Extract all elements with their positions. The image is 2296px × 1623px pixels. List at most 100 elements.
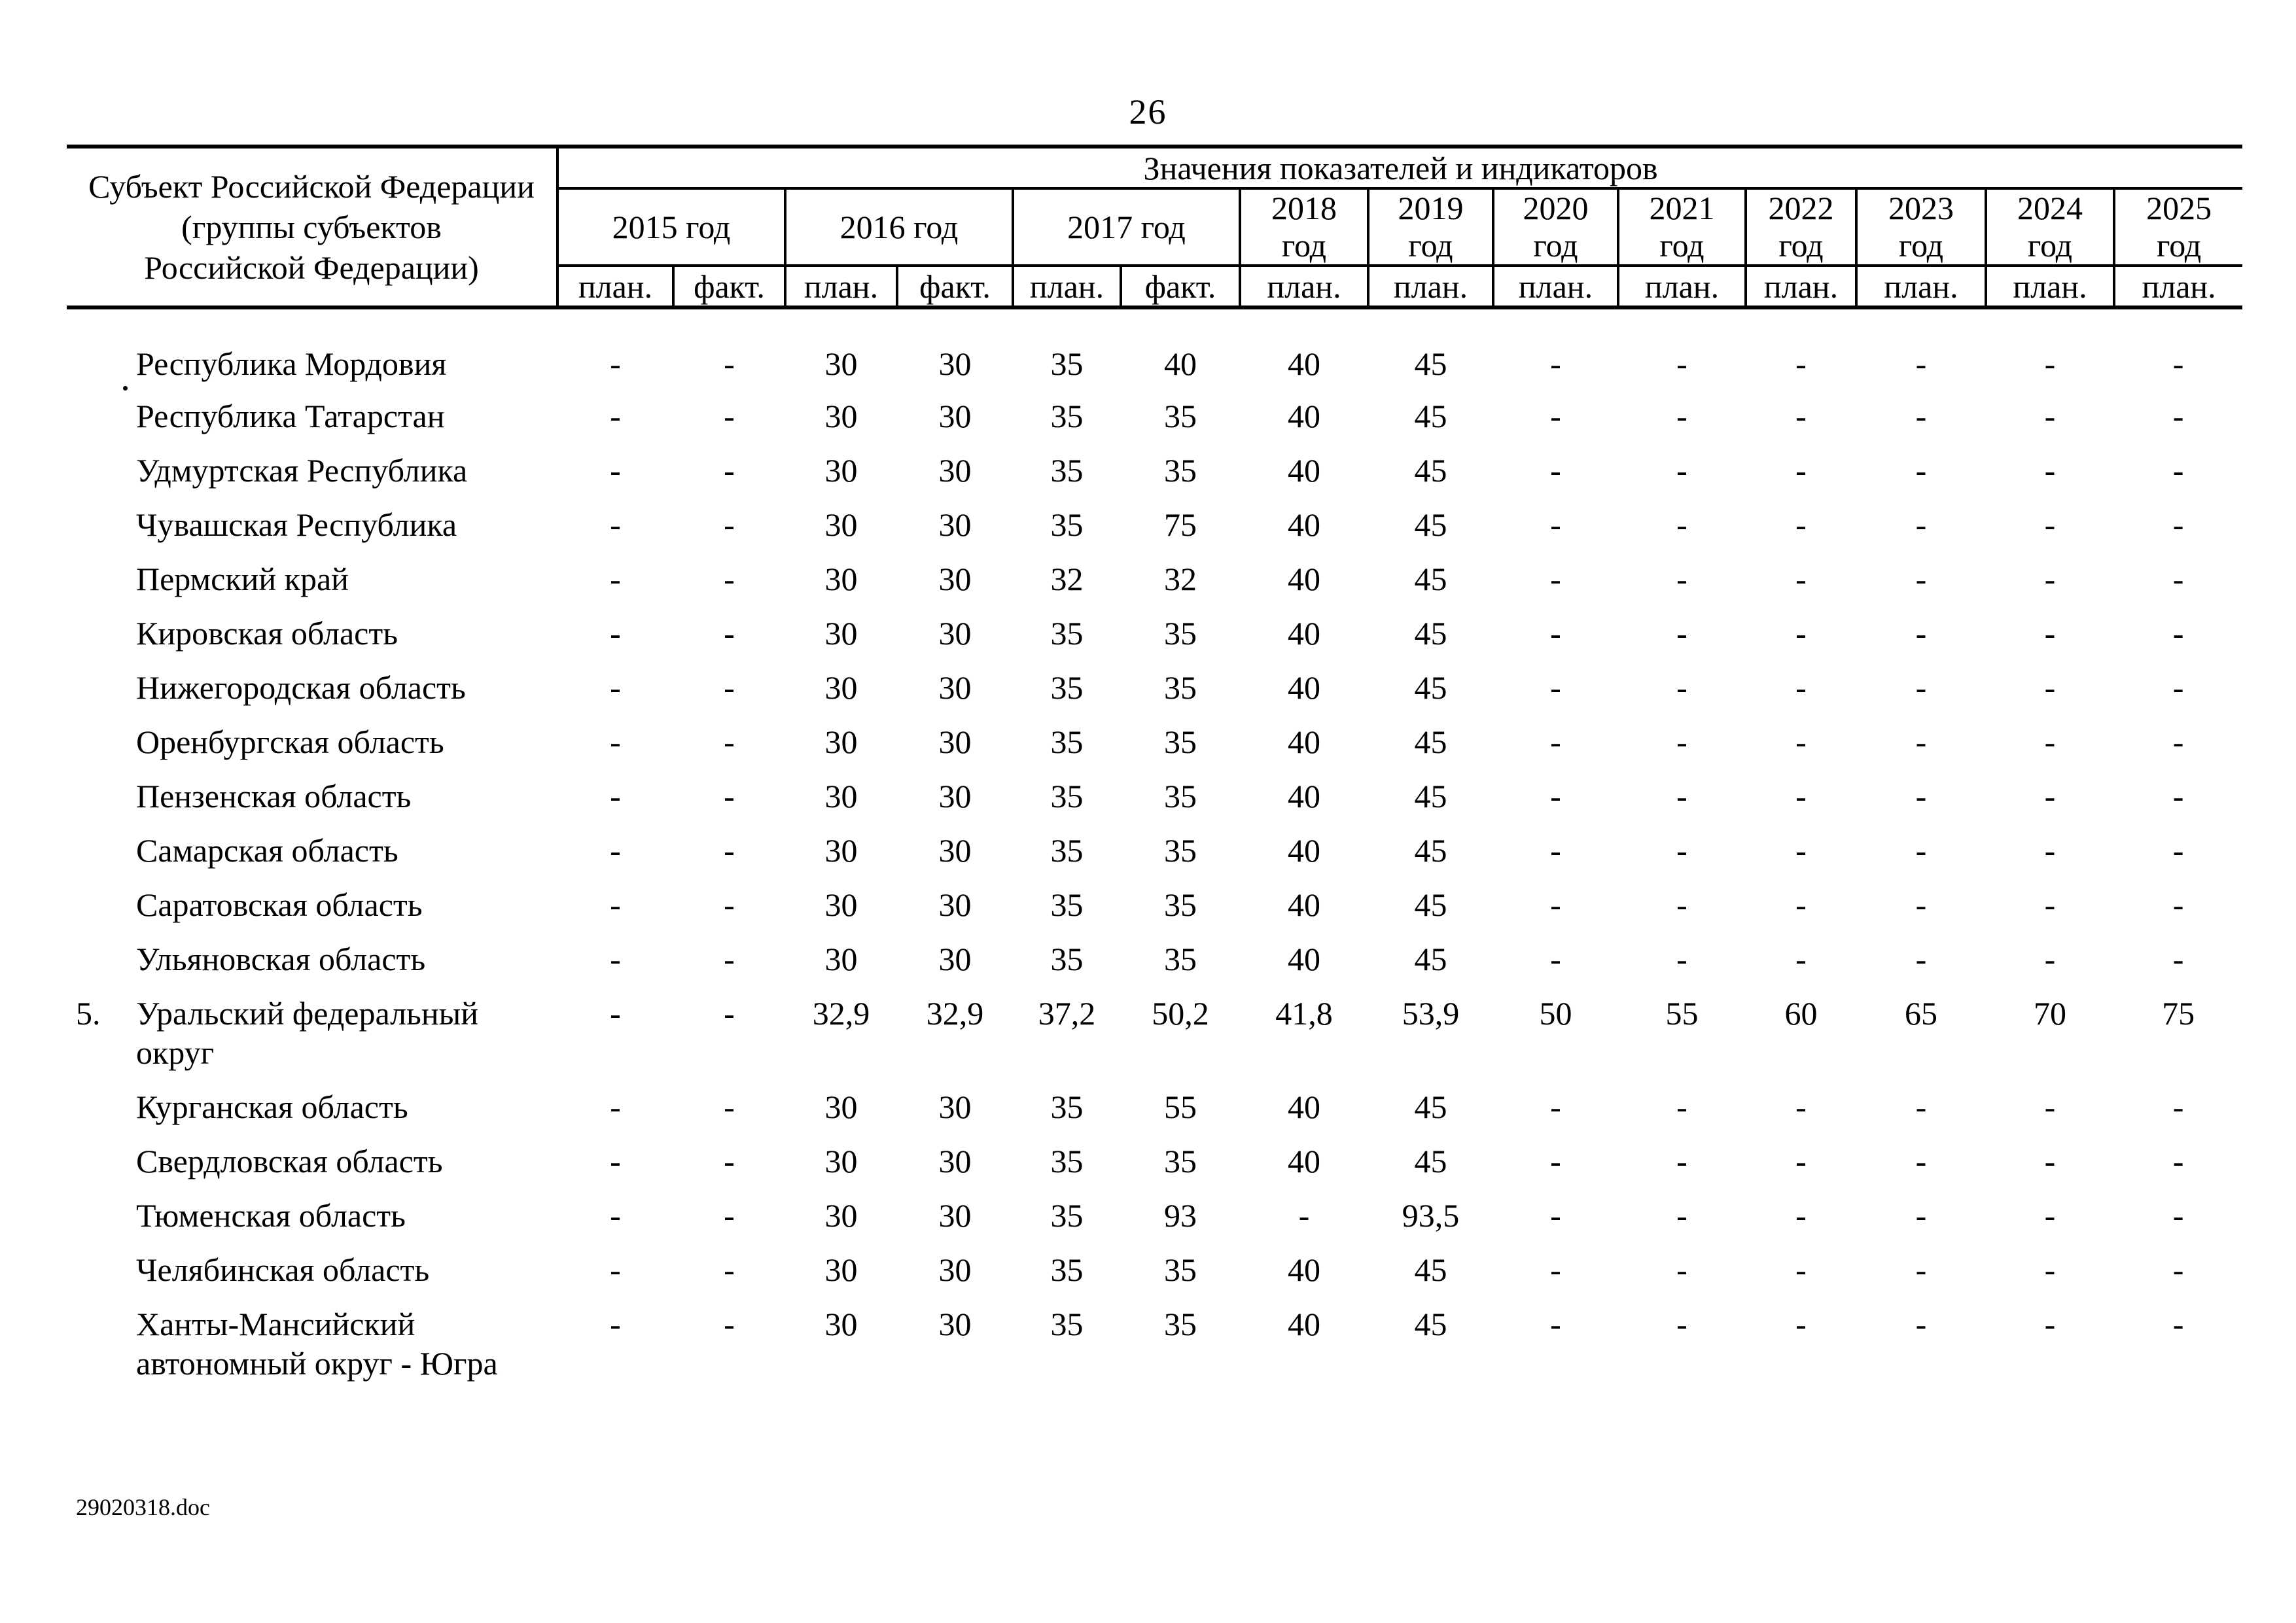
value-cell: - <box>1795 1089 1807 1125</box>
value-cell: - <box>2172 1197 2184 1234</box>
value-cell: - <box>610 995 621 1032</box>
value-cell: 35 <box>1050 1143 1084 1179</box>
table-body: Республика Мордовия - -30 30 35 40 40 45- - - - - - Р… <box>67 307 2242 1390</box>
table-row: Пермский край - - 30 30 32 32 40 45 - - - - - - <box>67 551 2242 606</box>
year-header-2015: 2015 год <box>556 188 785 267</box>
value-cell: 40 <box>1288 398 1320 434</box>
value-cell: 35 <box>1164 1306 1197 1342</box>
value-cell: - <box>1915 452 1927 489</box>
value-cell: - <box>1676 1306 1687 1342</box>
value-cell: - <box>724 506 735 543</box>
region-name: Тюменская область <box>136 1197 406 1234</box>
value-cell: 30 <box>824 886 858 923</box>
value-cell: - <box>724 995 735 1032</box>
value-cell: 30 <box>824 398 858 434</box>
plan-subheader: план. <box>1617 266 1746 309</box>
value-cell: 35 <box>1164 398 1197 434</box>
plan-subheader: план. <box>784 266 897 309</box>
value-cell: - <box>2044 615 2056 652</box>
value-cell: 30 <box>938 345 972 382</box>
value-cell: 37,2 <box>1038 995 1096 1032</box>
table-row: Ханты-Мансийский автономный округ - Югра… <box>67 1297 2242 1390</box>
year-header-2020: 2020 год <box>1492 188 1618 267</box>
year-header-2016: 2016 год <box>784 188 1013 267</box>
plan-subheader: план. <box>1492 266 1618 309</box>
value-cell: 30 <box>938 1306 972 1342</box>
indicators-table: Субъект Российской Федерации (группы суб… <box>67 145 2243 1390</box>
value-cell: 45 <box>1414 452 1447 489</box>
value-cell: - <box>1550 669 1561 706</box>
value-cell: 30 <box>938 941 972 977</box>
value-cell: 40 <box>1288 615 1320 652</box>
value-cell: - <box>724 345 735 382</box>
value-cell: - <box>1795 1251 1807 1288</box>
value-cell: - <box>724 1197 735 1234</box>
value-cell: - <box>1676 669 1687 706</box>
value-cell: 30 <box>938 832 972 869</box>
value-cell: - <box>2172 832 2184 869</box>
page-number: 26 <box>1129 92 1167 131</box>
value-cell: - <box>724 778 735 814</box>
value-cell: - <box>1676 778 1687 814</box>
value-cell: 40 <box>1288 1306 1320 1342</box>
value-cell: - <box>610 941 621 977</box>
value-cell: 55 <box>1665 995 1699 1032</box>
value-cell: - <box>2172 398 2184 434</box>
value-cell: - <box>1795 1197 1807 1234</box>
table-row: Тюменская область - - 30 30 35 93 - 93,5 - - - - - - <box>67 1188 2242 1242</box>
value-cell: 40 <box>1288 452 1320 489</box>
value-cell: 35 <box>1050 506 1084 543</box>
header-row-top: Субъект Российской Федерации (группы суб… <box>67 145 2243 309</box>
value-cell: - <box>1795 506 1807 543</box>
value-cell: 45 <box>1414 1089 1447 1125</box>
value-cell: - <box>1676 832 1687 869</box>
value-cell: - <box>1550 1306 1561 1342</box>
region-name-cell: Самарская область <box>67 823 557 877</box>
value-cell: - <box>1915 561 1927 597</box>
value-cell: 40 <box>1288 1251 1320 1288</box>
table-header: Субъект Российской Федерации (группы суб… <box>67 145 2243 309</box>
value-cell: - <box>2172 778 2184 814</box>
value-cell: 35 <box>1164 832 1197 869</box>
value-cell: 30 <box>938 669 972 706</box>
region-name-cell: Удмуртская Республика <box>67 443 557 497</box>
value-cell: 70 <box>2034 995 2066 1032</box>
value-cell: - <box>1298 1197 1310 1234</box>
value-cell: - <box>610 506 621 543</box>
values-column-header: Значения показателей и индикаторов <box>557 145 2243 190</box>
region-name-cell: Нижегородская область <box>67 660 557 714</box>
value-cell: - <box>1915 1306 1927 1342</box>
value-cell: - <box>1676 345 1687 382</box>
value-cell: 32,9 <box>926 995 984 1032</box>
value-cell: 30 <box>938 561 972 597</box>
value-cell: - <box>2044 724 2056 760</box>
fact-subheader: факт. <box>896 266 1013 309</box>
value-cell: - <box>1550 1143 1561 1179</box>
value-cell: - <box>2044 452 2056 489</box>
value-cell: 45 <box>1414 724 1447 760</box>
scan-speck <box>123 386 128 391</box>
value-cell: - <box>1550 452 1561 489</box>
value-cell: - <box>724 669 735 706</box>
value-cell: - <box>2172 669 2184 706</box>
region-name-cell: Саратовская область <box>67 877 557 932</box>
value-cell: - <box>2172 941 2184 977</box>
value-cell: - <box>724 941 735 977</box>
region-name: Свердловская область <box>136 1143 443 1179</box>
region-name: Ханты-Мансийский автономный округ - Югра <box>136 1306 498 1382</box>
value-cell: - <box>2044 398 2056 434</box>
value-cell: 35 <box>1164 1143 1197 1179</box>
value-cell: - <box>2044 506 2056 543</box>
value-cell: - <box>1550 561 1561 597</box>
value-cell: - <box>610 345 621 382</box>
year-header-2019: 2019 год <box>1367 188 1493 267</box>
value-cell: - <box>2172 1143 2184 1179</box>
region-name: Уральский федеральный округ <box>136 995 478 1071</box>
table-row: Республика Мордовия - - 30 30 35 40 40 45 - - - - - - <box>67 307 2242 389</box>
region-name-cell: Свердловская область <box>67 1134 557 1188</box>
value-cell: - <box>2044 941 2056 977</box>
value-cell: - <box>610 724 621 760</box>
value-cell: 40 <box>1288 724 1320 760</box>
value-cell: 35 <box>1164 1251 1197 1288</box>
value-cell: - <box>1550 1251 1561 1288</box>
